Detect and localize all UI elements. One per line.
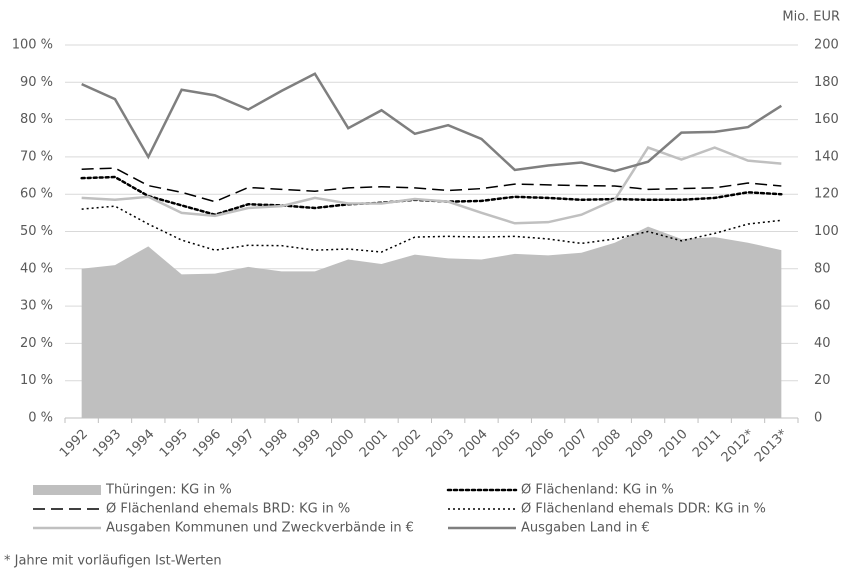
legend-label: Ø Flächenland ehemals DDR: KG in % bbox=[521, 502, 766, 517]
line bbox=[81, 167, 782, 203]
y2-tick-label: 80 bbox=[814, 261, 831, 276]
x-tick-label: 2003 bbox=[423, 427, 457, 461]
y-tick-label: 10 % bbox=[20, 373, 53, 388]
legend-label: Thüringen: KG in % bbox=[105, 483, 232, 498]
y2-tick-label: 160 bbox=[814, 112, 839, 127]
x-tick-label: 1998 bbox=[257, 427, 291, 461]
y-tick-label: 30 % bbox=[20, 299, 53, 314]
line bbox=[81, 205, 782, 253]
y2-tick-label: 200 bbox=[814, 38, 839, 53]
y2-tick-label: 100 bbox=[814, 224, 839, 239]
x-tick-label: 2005 bbox=[490, 427, 524, 461]
y-tick-label: 50 % bbox=[20, 224, 53, 239]
y-tick-label: 60 % bbox=[20, 187, 53, 202]
x-tick-label: 2004 bbox=[457, 427, 491, 461]
area bbox=[81, 226, 782, 418]
y-tick-label: 0 % bbox=[28, 411, 53, 426]
x-tick-label: 2002 bbox=[390, 427, 424, 461]
x-tick-label: 1995 bbox=[157, 427, 191, 461]
y2-tick-label: 20 bbox=[814, 373, 831, 388]
x-tick-label: 1997 bbox=[224, 427, 258, 461]
x-tick-label: 2013* bbox=[752, 426, 791, 465]
line bbox=[80, 175, 783, 217]
x-tick-label: 2009 bbox=[623, 427, 657, 461]
y-tick-label: 20 % bbox=[20, 336, 53, 351]
y-tick-label: 80 % bbox=[20, 112, 53, 127]
x-tick-label: 2000 bbox=[324, 427, 358, 461]
y-tick-label: 100 % bbox=[12, 38, 53, 53]
x-tick-label: 1993 bbox=[90, 427, 124, 461]
legend-label: Ø Flächenland: KG in % bbox=[521, 483, 674, 498]
y2-axis-label: Mio. EUR bbox=[782, 10, 840, 25]
legend-label: Ausgaben Land in € bbox=[521, 521, 650, 536]
y2-tick-label: 180 bbox=[814, 75, 839, 90]
y2-tick-label: 60 bbox=[814, 299, 831, 314]
y-tick-label: 70 % bbox=[20, 149, 53, 164]
x-tick-label: 1992 bbox=[57, 427, 91, 461]
x-tick-label: 2008 bbox=[590, 427, 624, 461]
legend-label: Ø Flächenland ehemals BRD: KG in % bbox=[106, 502, 350, 517]
x-tick-label: 2006 bbox=[523, 427, 557, 461]
y2-tick-label: 120 bbox=[814, 187, 839, 202]
x-tick-label: 1996 bbox=[190, 427, 224, 461]
legend-label: Ausgaben Kommunen und Zweckverbände in € bbox=[106, 521, 414, 536]
x-tick-label: 2001 bbox=[357, 427, 391, 461]
x-tick-label: 1999 bbox=[290, 427, 324, 461]
x-tick-label: 2012* bbox=[719, 426, 758, 465]
y-tick-label: 90 % bbox=[20, 75, 53, 90]
x-tick-label: 1994 bbox=[124, 427, 158, 461]
footnote: * Jahre mit vorläufigen Ist-Werten bbox=[4, 554, 222, 569]
y-tick-label: 40 % bbox=[20, 261, 53, 276]
y2-tick-label: 140 bbox=[814, 149, 839, 164]
y2-tick-label: 0 bbox=[814, 411, 822, 426]
legend-swatch bbox=[33, 485, 101, 495]
line bbox=[81, 146, 782, 225]
x-tick-label: 2010 bbox=[657, 427, 691, 461]
y2-tick-label: 40 bbox=[814, 336, 831, 351]
x-tick-label: 2007 bbox=[557, 427, 591, 461]
line bbox=[81, 72, 783, 173]
